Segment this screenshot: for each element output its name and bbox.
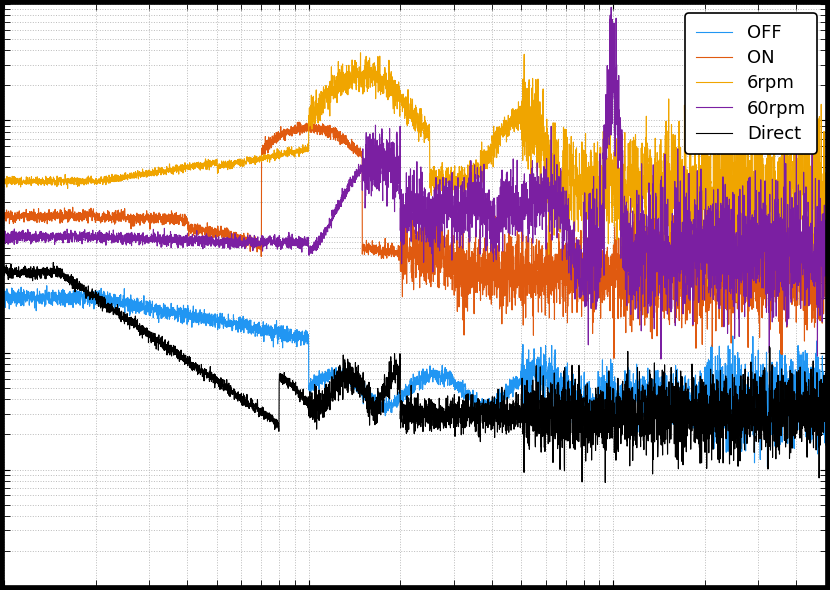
6rpm (534, 130, 544, 137)
Line: 6rpm: 6rpm (4, 53, 826, 301)
Direct (48, 259, 58, 266)
ON (675, 266, 685, 273)
Line: OFF: OFF (4, 286, 826, 467)
Direct (149, 338, 159, 345)
Legend: OFF, ON, 6rpm, 60rpm, Direct: OFF, ON, 6rpm, 60rpm, Direct (686, 13, 817, 154)
Direct (0, 269, 9, 276)
Direct (600, 479, 610, 486)
6rpm (731, 298, 741, 305)
60rpm (0, 237, 9, 244)
60rpm (613, 132, 622, 139)
OFF (492, 405, 502, 412)
Direct (821, 441, 830, 448)
Direct (675, 438, 685, 445)
Direct (313, 415, 323, 422)
60rpm (675, 210, 685, 217)
Line: Direct: Direct (4, 263, 826, 483)
OFF (149, 304, 159, 311)
OFF (0, 299, 9, 306)
ON (609, 355, 619, 362)
OFF (763, 463, 773, 470)
6rpm (313, 120, 323, 127)
Direct (534, 396, 544, 404)
OFF (821, 427, 830, 434)
6rpm (492, 131, 502, 138)
ON (613, 290, 622, 297)
Line: 60rpm: 60rpm (4, 7, 826, 359)
ON (534, 267, 544, 274)
60rpm (534, 187, 544, 194)
ON (149, 219, 159, 227)
Line: ON: ON (4, 121, 826, 358)
OFF (613, 405, 622, 412)
6rpm (821, 208, 830, 215)
60rpm (313, 244, 323, 251)
ON (305, 117, 315, 124)
ON (313, 122, 323, 129)
60rpm (656, 356, 666, 363)
ON (0, 211, 9, 218)
OFF (534, 392, 544, 399)
60rpm (606, 4, 616, 11)
6rpm (149, 170, 159, 177)
ON (492, 286, 502, 293)
Direct (492, 409, 502, 416)
OFF (42, 282, 51, 289)
Direct (613, 404, 622, 411)
6rpm (675, 195, 685, 202)
60rpm (492, 220, 502, 227)
OFF (675, 401, 685, 408)
OFF (313, 378, 323, 385)
60rpm (821, 266, 830, 273)
ON (821, 294, 830, 301)
6rpm (0, 177, 9, 184)
6rpm (613, 163, 622, 170)
60rpm (149, 226, 159, 233)
6rpm (355, 50, 365, 57)
